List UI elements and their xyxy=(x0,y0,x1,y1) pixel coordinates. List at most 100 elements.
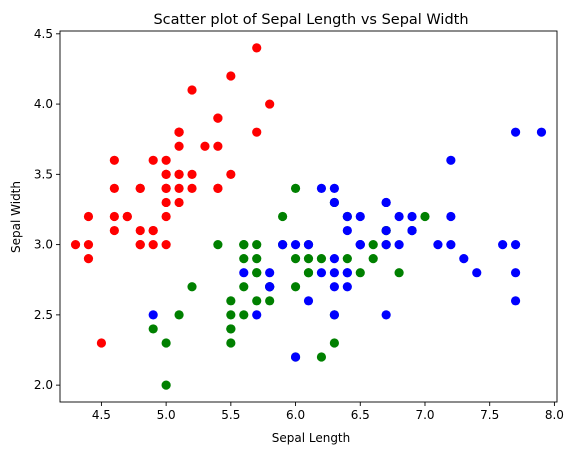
data-point xyxy=(510,296,521,306)
data-point xyxy=(303,268,314,278)
data-point xyxy=(239,254,249,264)
series-1 xyxy=(70,43,275,348)
data-point xyxy=(161,240,171,250)
data-point xyxy=(290,240,301,250)
x-tick-label: 6.0 xyxy=(286,408,305,422)
data-point xyxy=(394,211,404,222)
data-point xyxy=(226,71,236,81)
data-point xyxy=(446,240,456,250)
data-point xyxy=(161,338,171,348)
data-point xyxy=(381,310,391,320)
data-point xyxy=(329,183,339,193)
data-point xyxy=(278,240,288,250)
data-point xyxy=(252,127,262,137)
data-point xyxy=(265,268,275,278)
data-point xyxy=(316,352,327,362)
data-point xyxy=(510,240,521,250)
data-point xyxy=(148,155,158,165)
x-axis-label: Sepal Length xyxy=(272,431,351,445)
data-point xyxy=(394,268,404,278)
data-point xyxy=(161,169,171,179)
data-point xyxy=(213,141,223,151)
data-point xyxy=(226,296,236,306)
x-tick-label: 7.0 xyxy=(415,408,434,422)
plot-area xyxy=(59,30,558,403)
data-point xyxy=(510,268,521,278)
data-point xyxy=(433,240,443,250)
data-point xyxy=(187,85,197,95)
data-point xyxy=(226,310,236,320)
data-point xyxy=(83,254,94,264)
data-point xyxy=(187,169,197,179)
data-point xyxy=(459,254,469,264)
data-point xyxy=(342,225,352,236)
data-point xyxy=(303,296,314,306)
data-point xyxy=(472,268,482,278)
data-point xyxy=(148,310,158,320)
x-tick-label: 6.5 xyxy=(351,408,370,422)
data-point xyxy=(83,211,94,222)
data-point xyxy=(174,141,184,151)
data-point xyxy=(161,155,171,165)
data-point xyxy=(213,240,223,250)
data-point xyxy=(148,324,158,334)
data-point xyxy=(355,211,365,222)
data-point xyxy=(174,310,184,320)
data-point xyxy=(174,183,184,193)
y-axis-label: Sepal Width xyxy=(9,181,23,253)
data-point xyxy=(368,240,378,250)
x-tick-label: 5.5 xyxy=(221,408,240,422)
data-point xyxy=(161,197,171,208)
data-point xyxy=(252,310,262,320)
data-point xyxy=(446,155,456,165)
data-point xyxy=(355,268,365,278)
x-tick-label: 5.0 xyxy=(157,408,176,422)
data-point xyxy=(303,254,314,264)
data-point xyxy=(226,324,236,334)
data-point xyxy=(135,240,145,250)
data-point xyxy=(148,225,158,236)
data-point xyxy=(355,240,365,250)
y-tick-label: 2.5 xyxy=(34,308,53,322)
data-point xyxy=(510,127,521,137)
data-point xyxy=(381,240,391,250)
data-point xyxy=(420,211,430,222)
data-point xyxy=(174,169,184,179)
data-point xyxy=(252,240,262,250)
data-point xyxy=(498,240,508,250)
data-point xyxy=(109,211,119,222)
data-point xyxy=(265,99,275,109)
data-point xyxy=(303,240,314,250)
data-point xyxy=(342,282,352,292)
data-point xyxy=(278,211,288,222)
data-point xyxy=(316,183,327,193)
data-point xyxy=(329,338,339,348)
data-point xyxy=(213,183,223,193)
data-point xyxy=(122,211,132,222)
data-point xyxy=(70,240,81,250)
data-point xyxy=(161,380,171,390)
data-point xyxy=(329,268,339,278)
x-axis: 4.5 5.0 5.5 6.0 6.5 7.0 7.5 8.0 xyxy=(92,402,564,422)
data-point xyxy=(213,113,223,123)
data-point xyxy=(135,183,145,193)
data-point xyxy=(148,240,158,250)
data-point xyxy=(290,352,301,362)
y-tick-label: 3.0 xyxy=(34,238,53,252)
series-2 xyxy=(148,183,430,390)
data-point xyxy=(135,225,145,236)
data-point xyxy=(342,211,352,222)
x-tick-label: 7.5 xyxy=(480,408,499,422)
data-point xyxy=(109,155,119,165)
data-point xyxy=(290,183,301,193)
x-tick-label: 4.5 xyxy=(92,408,111,422)
data-point xyxy=(290,254,301,264)
data-point xyxy=(239,282,249,292)
data-point xyxy=(174,127,184,137)
data-point xyxy=(342,254,352,264)
data-point xyxy=(329,282,339,292)
data-point xyxy=(381,225,391,236)
data-point xyxy=(109,225,119,236)
data-point xyxy=(381,197,391,208)
